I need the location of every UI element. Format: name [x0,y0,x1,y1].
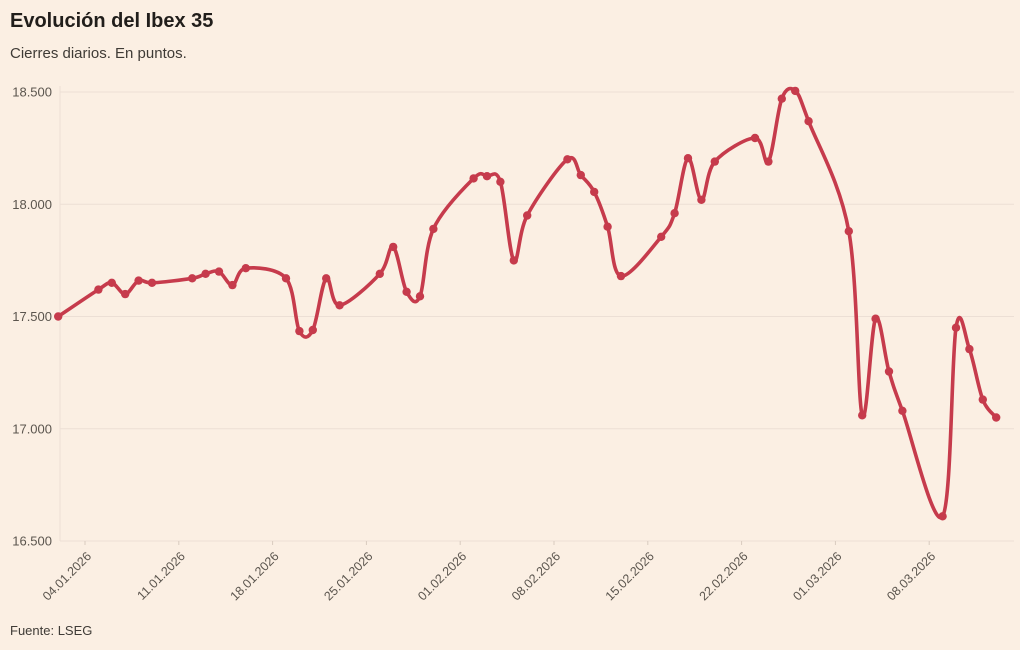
y-axis-tick-label: 17.000 [12,421,52,436]
data-point [523,211,532,220]
data-point [415,292,425,301]
y-axis-tick-label: 16.500 [12,534,52,549]
x-axis-tick-label: 15.02.2026 [603,549,657,603]
x-axis-tick-label: 01.02.2026 [415,549,469,603]
data-point [951,323,961,332]
data-point [482,172,492,181]
x-axis-tick-label: 22.02.2026 [697,549,751,603]
series-line [56,86,998,520]
data-point [965,344,974,354]
data-points [54,86,1001,521]
y-axis-tick-label: 18.500 [12,85,52,100]
data-point [590,187,599,197]
data-point [147,278,157,287]
data-point [710,157,719,166]
data-point [978,395,987,404]
data-point [670,209,679,218]
data-point [308,325,317,335]
data-point [121,289,130,299]
data-point [389,242,398,252]
data-point [509,256,518,265]
x-axis-tick-label: 11.01.2026 [134,549,188,603]
x-axis-tick-label: 04.01.2026 [40,549,94,603]
y-axis-labels: 16.500 17.000 17.500 18.000 18.500 [12,85,52,549]
data-point [375,269,384,278]
data-point [429,224,438,234]
y-gridlines [59,86,1014,542]
data-point [791,86,800,96]
x-axis-labels: 04.01.2026 11.01.2026 18.01.2026 25.01.2026… [40,549,938,603]
data-point [683,154,693,163]
y-axis-tick-label: 18.000 [12,197,52,212]
data-point [54,312,63,321]
y-axis-tick-label: 17.500 [12,309,52,324]
data-point [134,276,143,285]
data-point [992,413,1001,422]
data-point [858,411,867,420]
data-point [496,177,505,186]
data-point [295,326,304,336]
data-point [241,264,250,273]
data-point [228,280,237,290]
data-point [469,174,478,183]
data-point [576,170,585,180]
data-point [898,406,907,415]
data-point [804,117,813,126]
x-axis-tick-label: 01.03.2026 [790,549,844,603]
data-point [188,274,197,283]
data-point [844,227,853,236]
data-point [335,301,344,310]
data-point [322,274,331,283]
data-point [107,278,117,287]
data-point [281,274,291,283]
data-point [603,222,612,231]
data-point [777,94,786,103]
data-point [214,267,224,276]
x-axis-tick-label: 18.01.2026 [228,549,282,603]
data-point [563,155,572,164]
x-axis-tick-label: 08.03.2026 [884,549,938,603]
data-point [884,367,894,376]
source-note: Fuente: LSEG [10,623,93,638]
data-point [697,195,706,204]
data-point [402,287,411,296]
chart-title: Evolución del Ibex 35 [10,10,214,32]
data-point [94,285,103,294]
chart-subtitle: Cierres diarios. En puntos. [10,45,187,62]
x-axis-tick-label: 08.02.2026 [509,549,563,603]
data-point [657,232,666,241]
data-point [616,271,626,281]
chart-header: Evolución del Ibex 35 Cierres diarios. E… [10,10,213,62]
x-axis-ticks [84,541,930,545]
data-point [201,269,210,278]
x-axis-tick-label: 25.01.2026 [321,549,375,603]
data-point [938,512,947,521]
data-point [750,133,760,143]
data-point [871,314,880,323]
data-point [764,157,773,166]
